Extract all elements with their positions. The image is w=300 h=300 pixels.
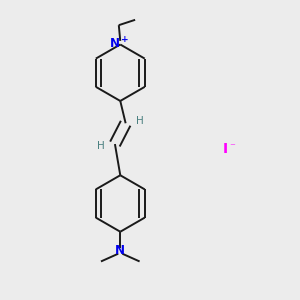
Text: H: H (136, 116, 144, 127)
Text: N: N (115, 244, 125, 257)
Text: H: H (97, 141, 104, 151)
Text: I: I (223, 142, 228, 155)
Text: +: + (121, 34, 129, 43)
Text: ⁻: ⁻ (230, 142, 236, 153)
Text: N: N (110, 37, 120, 50)
